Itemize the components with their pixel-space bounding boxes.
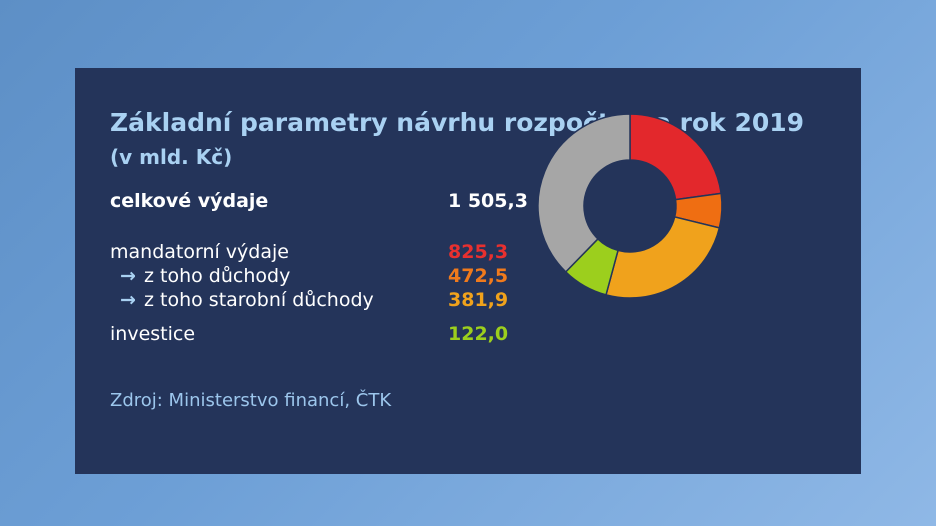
arrow-right-icon: → xyxy=(120,289,136,311)
row-total-expenditure: celkové výdaje xyxy=(110,190,268,212)
infographic-panel: Základní parametry návrhu rozpočtu na ro… xyxy=(75,68,861,474)
chart-title: Základní parametry návrhu rozpočtu na ro… xyxy=(110,108,805,137)
row-mandatory-expenditure: mandatorní výdaje xyxy=(110,241,289,263)
row-label: z toho důchody xyxy=(144,265,291,287)
donut-slice-4 xyxy=(537,113,631,273)
row-investment: investice xyxy=(110,323,195,345)
value-pensions: 472,5 xyxy=(448,265,509,287)
row-pensions: → z toho důchody xyxy=(110,265,290,287)
donut-slice-0 xyxy=(629,113,722,201)
chart-subtitle: (v mld. Kč) xyxy=(110,145,233,169)
value-old-age-pensions: 381,9 xyxy=(448,289,509,311)
donut-chart xyxy=(537,113,723,299)
row-old-age-pensions: → z toho starobní důchody xyxy=(110,289,374,311)
source-note: Zdroj: Ministerstvo financí, ČTK xyxy=(110,390,392,411)
value-total-expenditure: 1 505,3 xyxy=(448,190,528,212)
arrow-right-icon: → xyxy=(120,265,136,287)
row-label: mandatorní výdaje xyxy=(110,241,289,263)
row-label: investice xyxy=(110,323,196,345)
row-label: celkové výdaje xyxy=(110,190,269,212)
value-mandatory-expenditure: 825,3 xyxy=(448,241,509,263)
value-investment: 122,0 xyxy=(448,323,509,345)
donut-slice-2 xyxy=(605,216,721,299)
row-label: z toho starobní důchody xyxy=(144,289,374,311)
